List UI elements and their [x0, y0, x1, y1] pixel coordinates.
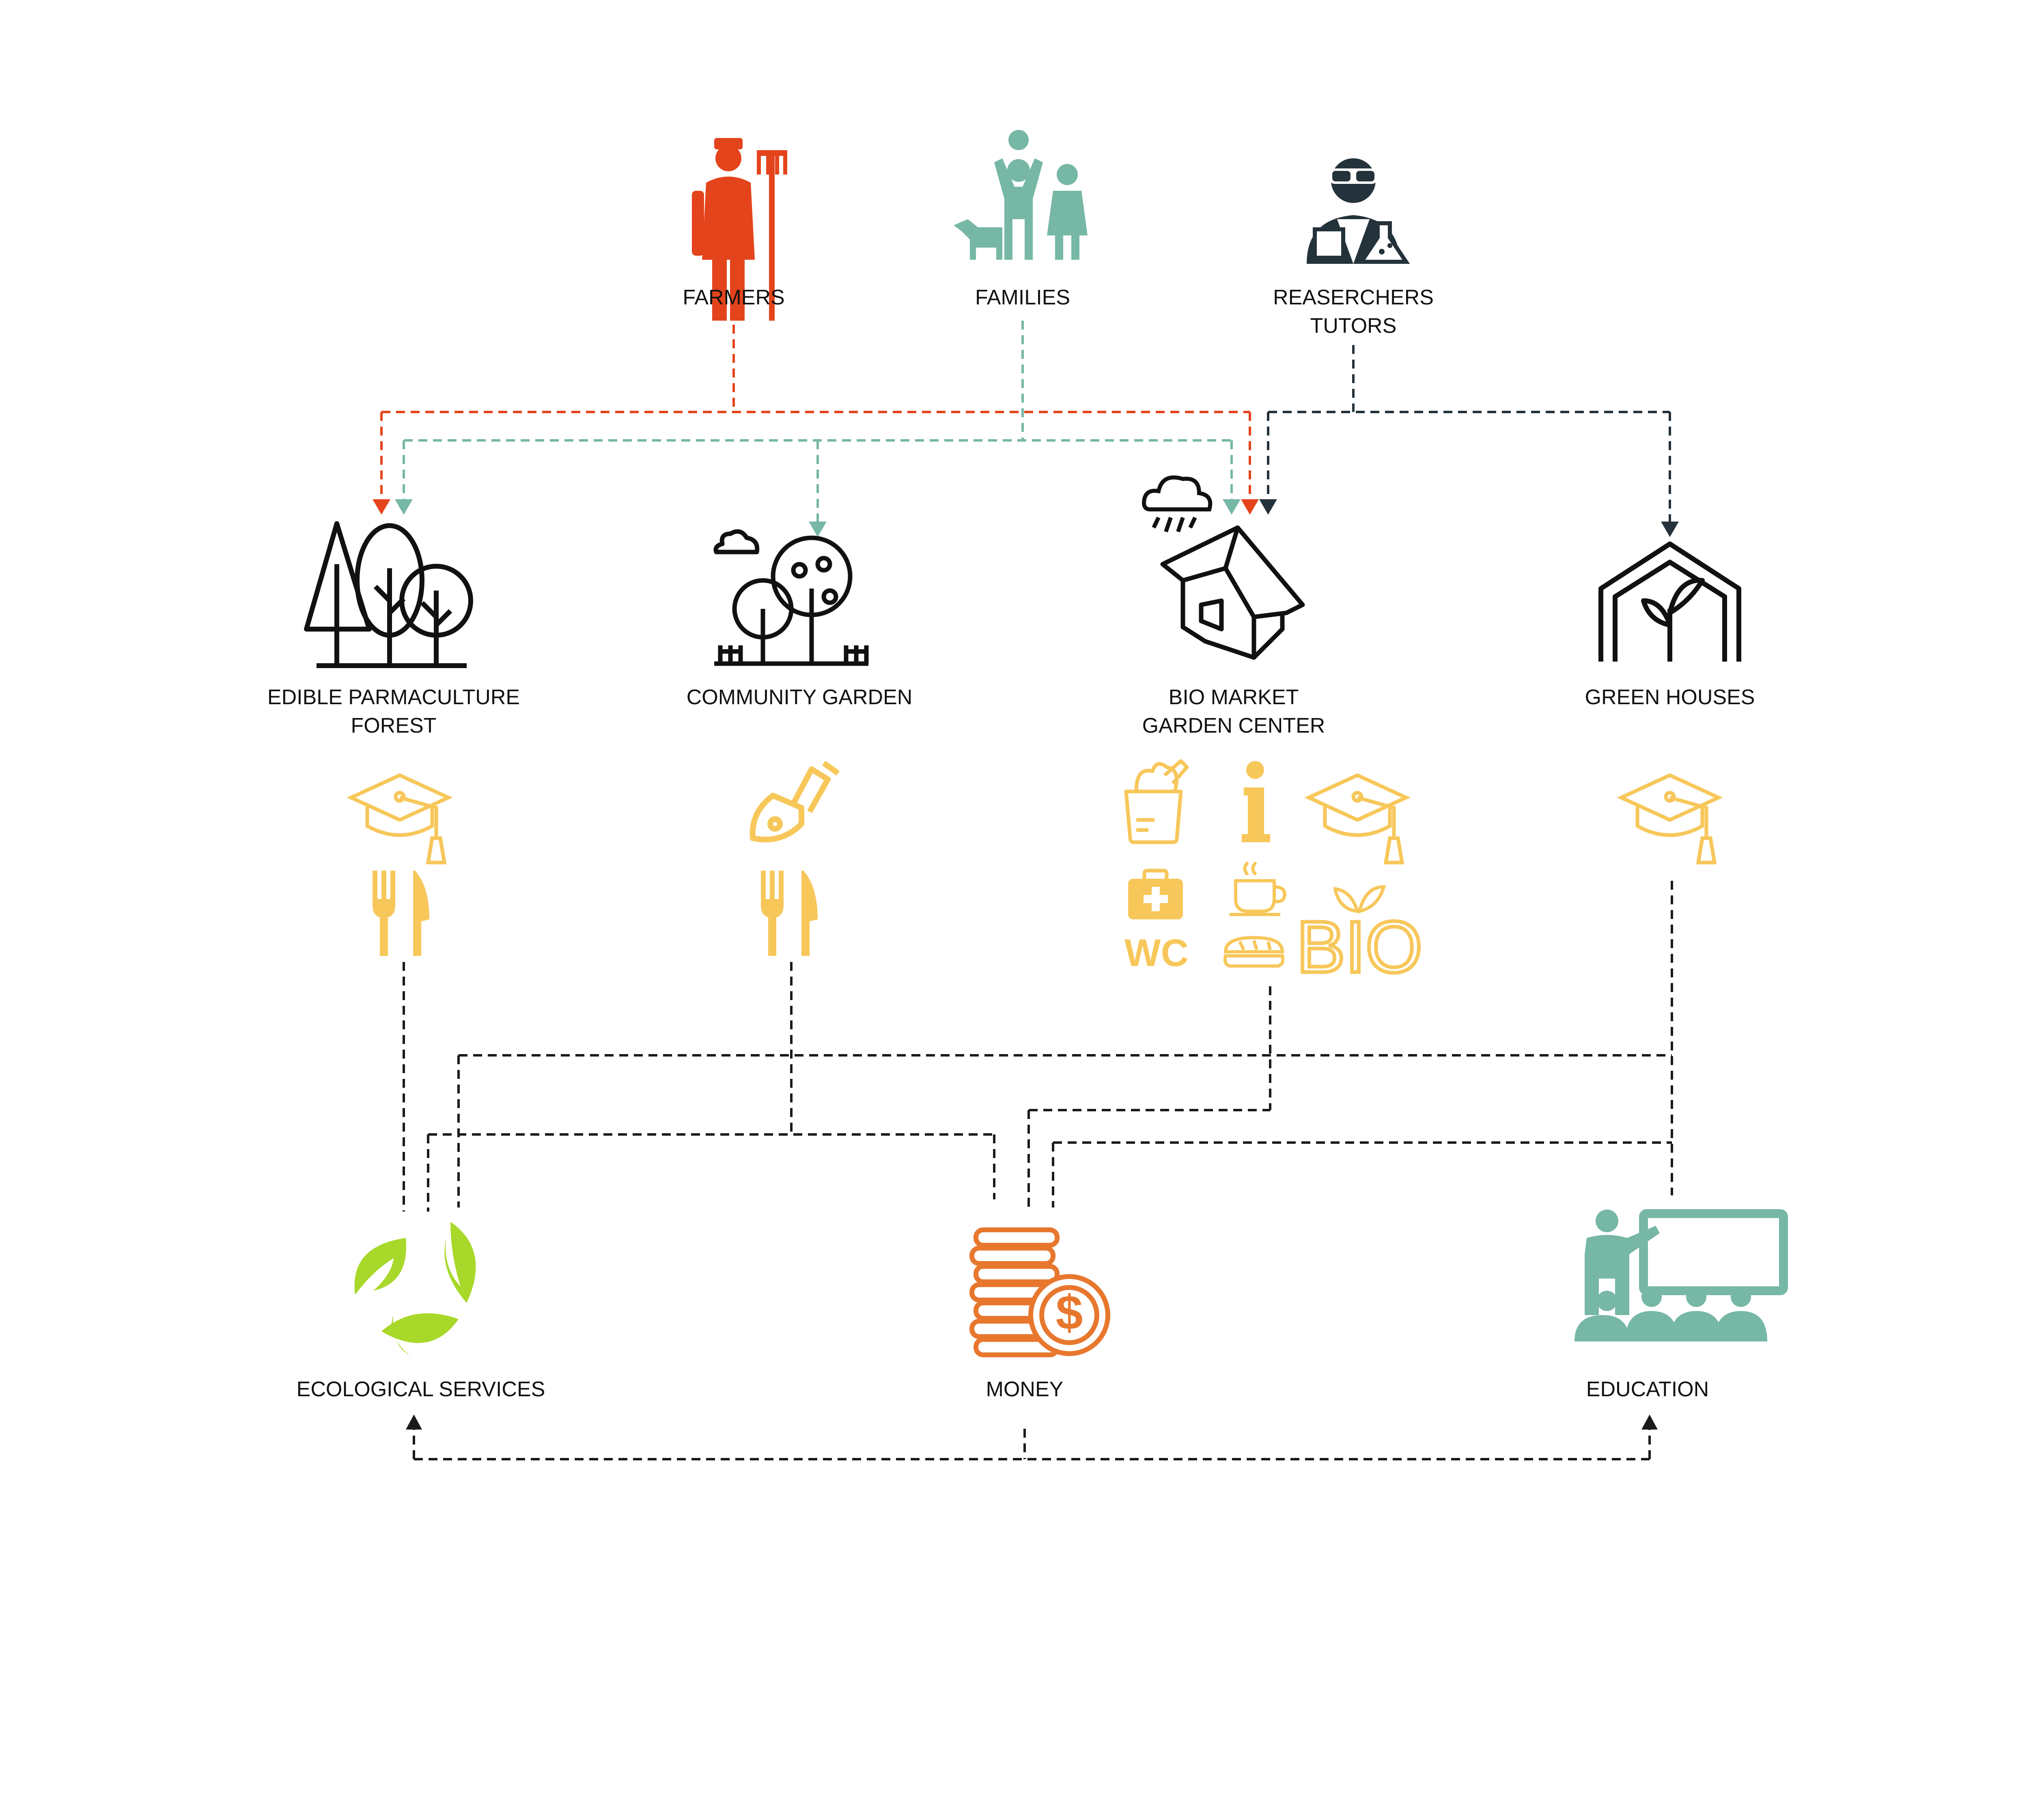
researchers-connector	[1267, 345, 1671, 524]
arrow-researchers-market	[1259, 499, 1277, 515]
arrow-farmers-market	[1241, 499, 1259, 515]
money-label: MONEY	[986, 1378, 1064, 1401]
arrowheads	[373, 499, 1679, 1430]
family-icon	[954, 130, 1088, 260]
families-connector	[403, 321, 1233, 524]
forest-label-line2: FOREST	[351, 714, 437, 737]
arrow-money-education	[1641, 1415, 1658, 1430]
arrow-money-ecological	[406, 1415, 422, 1430]
fork-knife-icon	[761, 871, 818, 956]
shovel-icon	[750, 761, 840, 843]
community-garden-icon	[713, 529, 869, 666]
arrow-families-forest	[395, 499, 413, 515]
coins-icon: $	[969, 1227, 1110, 1357]
ecological-label: ECOLOGICAL SERVICES	[297, 1378, 545, 1401]
dollar-sign: $	[1056, 1285, 1083, 1340]
coffee-icon	[1230, 861, 1286, 916]
farmers-connector	[380, 325, 1251, 501]
arrow-families-garden	[809, 522, 827, 537]
families-label: FAMILIES	[975, 286, 1070, 309]
education-label: EDUCATION	[1586, 1378, 1709, 1401]
garden-label: COMMUNITY GARDEN	[687, 686, 913, 709]
classroom-icon	[1575, 1209, 1788, 1341]
graduation-cap-icon	[1617, 773, 1723, 865]
bio-leaf-icon	[1333, 885, 1386, 914]
market-label-line1: BIO MARKET	[1169, 686, 1299, 709]
forest-icon	[304, 521, 473, 668]
graduation-cap-icon	[347, 773, 453, 865]
leaves-icon	[354, 1222, 476, 1356]
bio-text: BIO	[1297, 906, 1422, 988]
bio-badge: BIO	[1295, 885, 1424, 990]
connectors	[380, 321, 1673, 1460]
outcome-connectors	[403, 881, 1673, 1460]
farmer-icon	[692, 138, 787, 321]
first-aid-icon	[1128, 869, 1183, 919]
researchers-label-line1: REASERCHERS	[1273, 286, 1434, 309]
farmers-label: FARMERS	[683, 286, 784, 309]
greenhouse-icon	[1598, 541, 1741, 662]
market-label-line2: GARDEN CENTER	[1142, 714, 1325, 737]
arrow-researchers-greenhouses	[1661, 522, 1679, 537]
rain-cloud-icon	[1142, 475, 1213, 533]
researchers-label-line2: TUTORS	[1310, 314, 1397, 338]
grocery-bag-icon	[1124, 759, 1189, 844]
arrow-farmers-forest	[373, 499, 390, 515]
forest-label-line1: EDIBLE PARMACULTURE	[267, 686, 520, 709]
greenhouses-label: GREEN HOUSES	[1585, 686, 1755, 709]
info-icon	[1242, 761, 1270, 842]
arrow-families-market	[1223, 499, 1241, 515]
wc-badge: WC	[1124, 932, 1189, 975]
bread-icon	[1223, 936, 1285, 968]
researcher-icon	[1307, 158, 1410, 264]
graduation-cap-icon	[1304, 773, 1411, 865]
house-icon	[1160, 525, 1305, 660]
fork-knife-icon	[373, 871, 429, 956]
